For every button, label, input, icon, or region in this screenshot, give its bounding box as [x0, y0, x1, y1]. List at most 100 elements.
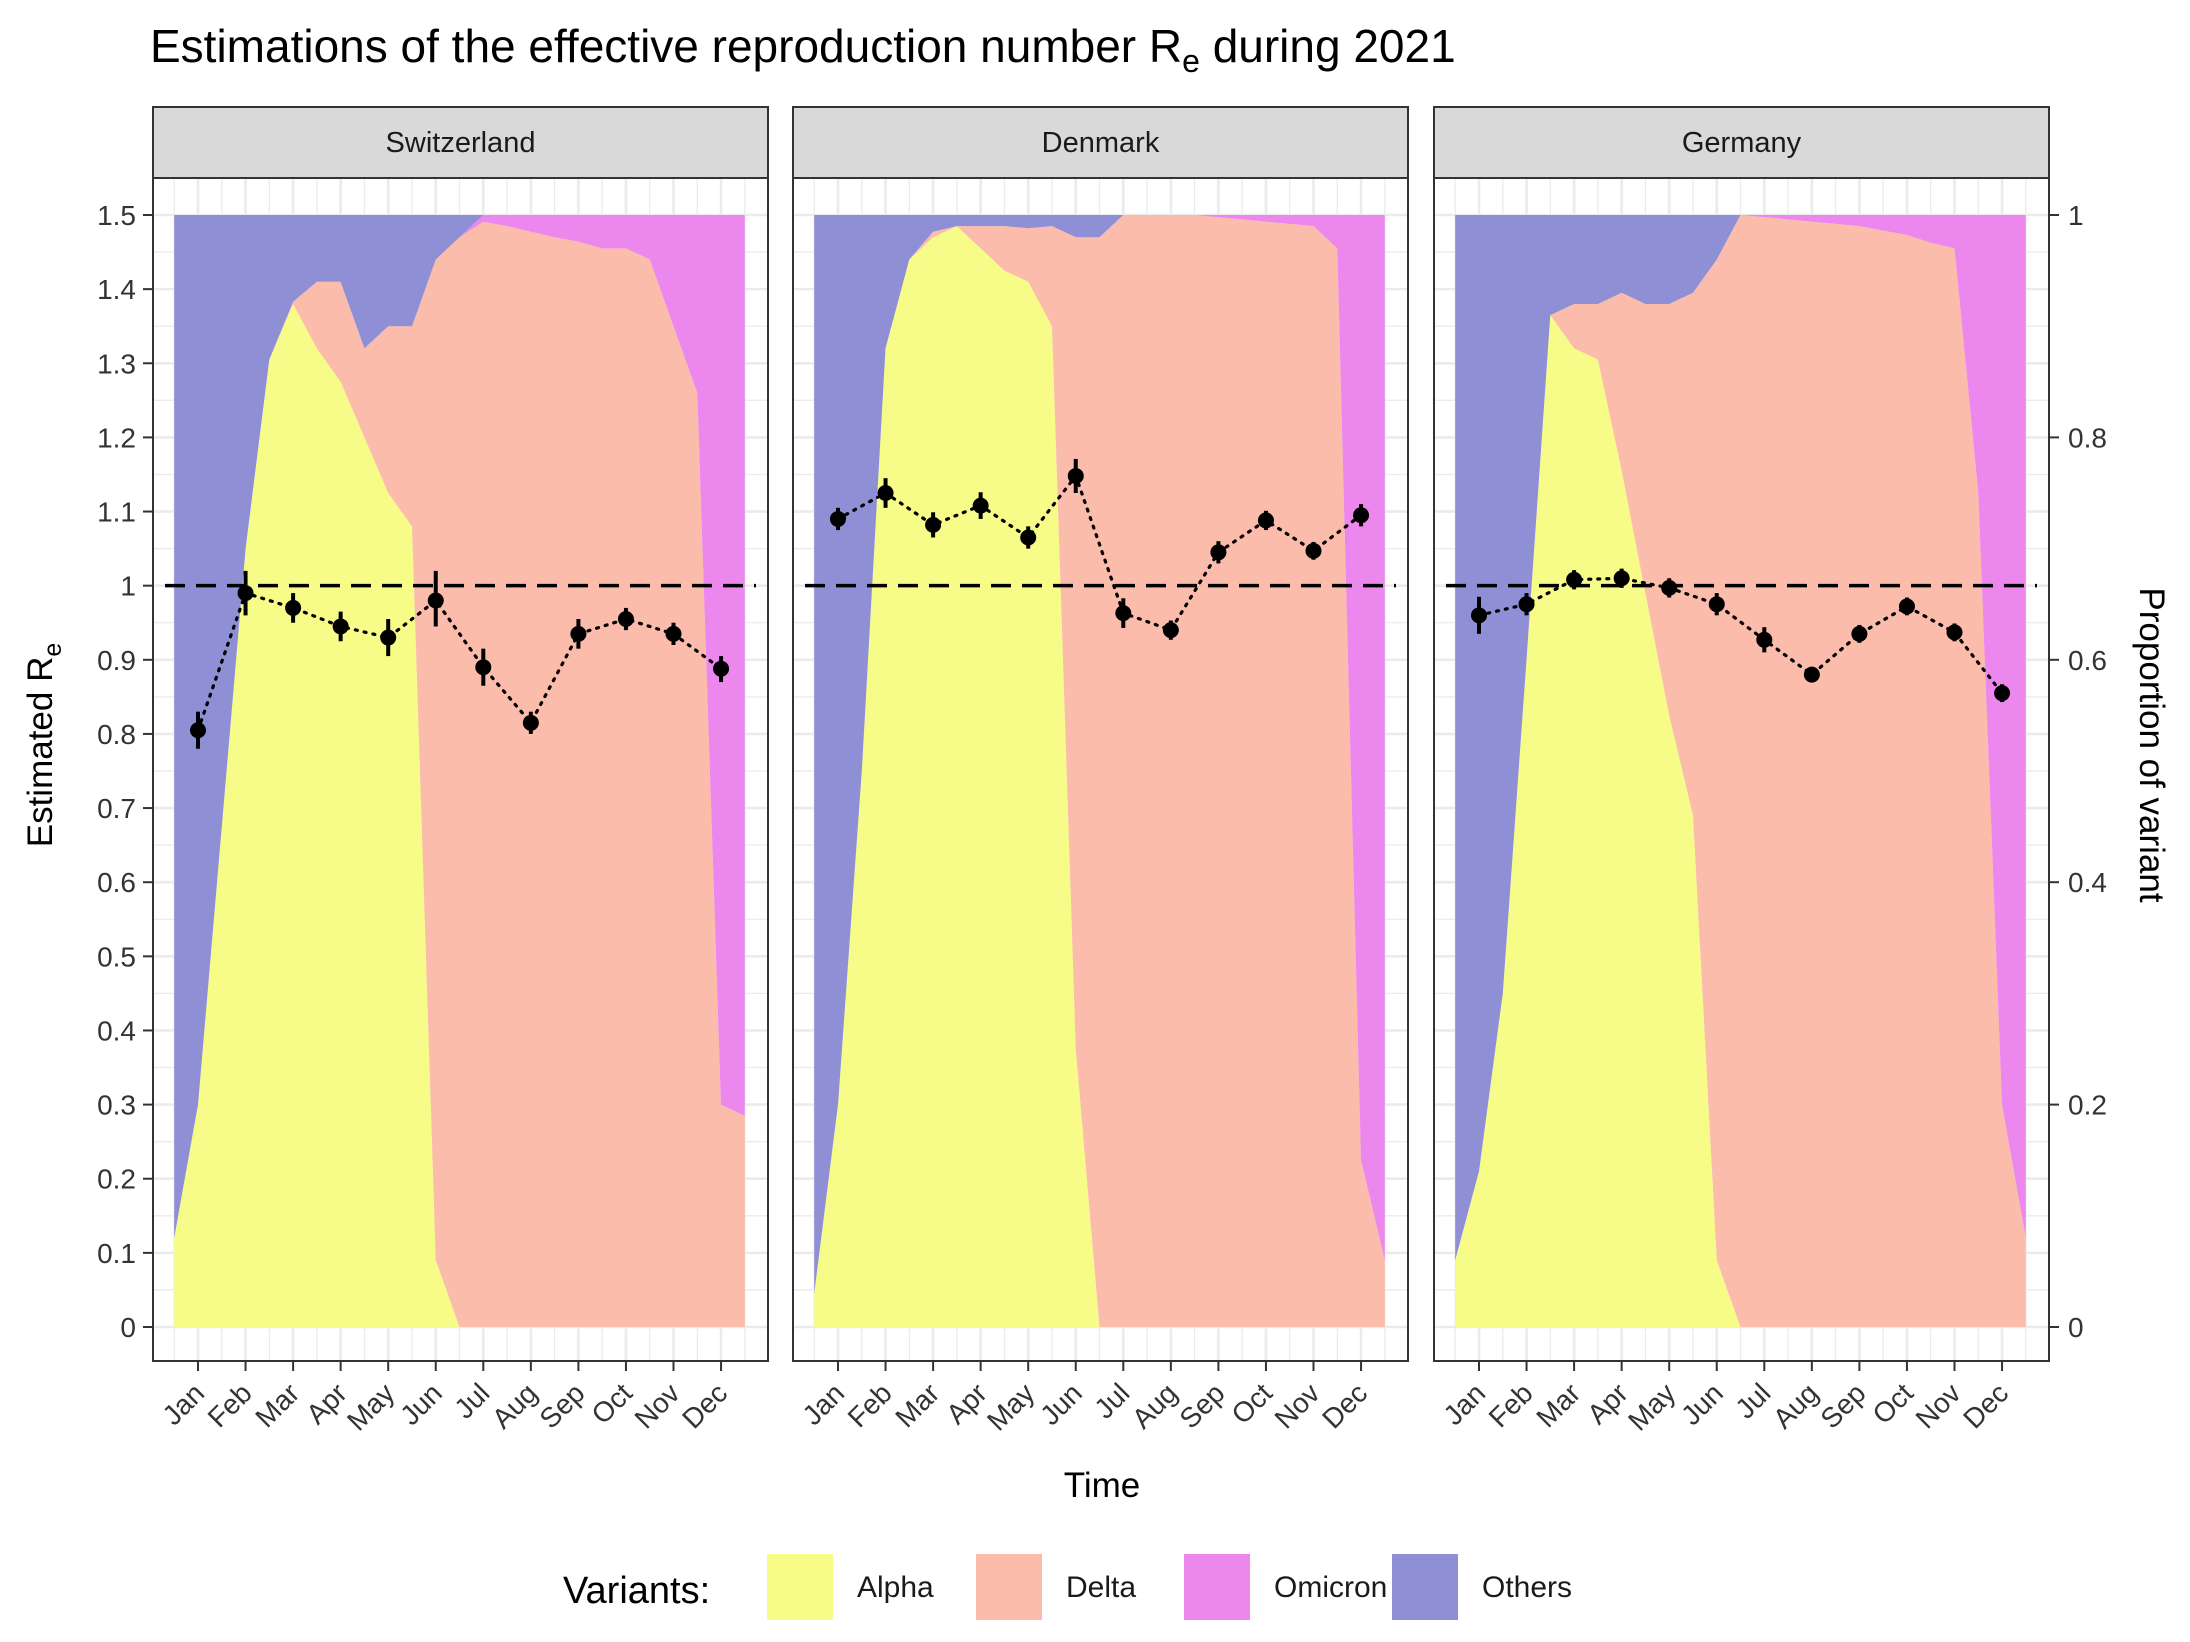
re-point	[1994, 685, 2011, 702]
y-tick-label: 1.2	[97, 422, 136, 453]
y-tick-label: 0	[120, 1312, 136, 1343]
re-line	[1477, 576, 2004, 695]
area-others	[1455, 215, 2026, 1261]
y-tick-label: 0.5	[97, 941, 136, 972]
area-others	[174, 215, 745, 1238]
y2-tick-label: 0.6	[2068, 645, 2107, 676]
area-alpha	[814, 226, 1385, 1328]
legend-title: Variants:	[563, 1570, 710, 1612]
re-point	[830, 510, 846, 527]
variant-areas	[814, 215, 1385, 1328]
y2-tick-label: 0.4	[2068, 867, 2107, 898]
re-point	[972, 497, 989, 514]
y-axis-title-subscript: e	[39, 643, 67, 657]
area-omicron	[1455, 215, 2026, 1261]
variant-areas	[1455, 215, 2026, 1328]
panel-border	[1433, 177, 2050, 1362]
y2-tick-label: 0.8	[2068, 422, 2107, 453]
y-tick-label: 0.7	[97, 793, 136, 824]
re-point	[1115, 605, 1132, 622]
y-tick-label: 1.5	[97, 200, 136, 231]
y-tick-label: 0.3	[97, 1090, 136, 1121]
legend-label: Delta	[1066, 1571, 1136, 1604]
re-point	[925, 516, 942, 533]
re-point	[427, 592, 444, 609]
re-point	[1851, 625, 1868, 642]
legend: Variants: Alpha Delta Omicron Others	[563, 1554, 1572, 1620]
panel-border	[792, 177, 1409, 1362]
y-tick-label: 0.8	[97, 719, 136, 750]
legend-swatch	[1184, 1554, 1250, 1620]
area-delta	[1455, 215, 2026, 1327]
chart-title: Estimations of the effective reproductio…	[150, 20, 1456, 79]
y-tick-label: 1.3	[97, 348, 136, 379]
re-point	[1756, 631, 1773, 648]
area-alpha	[1455, 315, 2026, 1328]
re-point	[1305, 542, 1322, 559]
y2-tick-label: 0	[2068, 1312, 2084, 1343]
facet-strip	[1433, 106, 2050, 179]
re-line	[836, 472, 1363, 633]
re-point	[1803, 666, 1820, 683]
variant-areas	[174, 215, 745, 1328]
chart-title-subscript: e	[1182, 43, 1200, 79]
re-point	[877, 485, 894, 501]
area-others	[814, 215, 1385, 1294]
re-point	[332, 618, 349, 635]
x-axis-title: Time	[1064, 1466, 1140, 1505]
legend-item-omicron: Omicron	[1184, 1554, 1387, 1620]
area-delta	[174, 221, 745, 1328]
re-point	[1661, 579, 1678, 596]
facet-strip	[792, 106, 1409, 179]
area-omicron	[174, 215, 745, 1238]
re-point	[1518, 596, 1535, 613]
re-point	[1210, 544, 1227, 561]
legend-swatch	[976, 1554, 1042, 1620]
re-points	[190, 570, 730, 749]
re-point	[1162, 622, 1179, 639]
re-points	[830, 458, 1370, 640]
re-point	[1020, 529, 1037, 546]
legend-label: Omicron	[1274, 1571, 1387, 1604]
legend-item-delta: Delta	[976, 1554, 1136, 1620]
facet-strip	[152, 106, 769, 179]
re-line	[196, 591, 723, 732]
re-point	[1067, 467, 1084, 484]
re-point	[237, 585, 254, 602]
re-point	[190, 722, 206, 739]
facet-strip-label: Germany	[1682, 127, 1802, 159]
y-axis-title-main: Estimated R	[21, 657, 60, 848]
facet-strip-label: Switzerland	[386, 127, 536, 159]
chart-title-main: Estimations of the effective reproductio…	[150, 20, 1182, 72]
y-tick-label: 0.2	[97, 1164, 136, 1195]
y2-tick-label: 1	[2068, 200, 2084, 231]
re-point	[380, 629, 397, 646]
re-point	[1566, 571, 1583, 588]
re-point	[1898, 598, 1915, 615]
area-delta	[814, 215, 1385, 1327]
re-point	[1353, 507, 1370, 524]
y-tick-label: 1.4	[97, 274, 136, 305]
re-point	[570, 625, 587, 642]
y-tick-label: 1	[120, 571, 136, 602]
re-point	[522, 714, 539, 731]
y-tick-label: 0.4	[97, 1015, 136, 1046]
legend-label: Alpha	[857, 1571, 934, 1604]
area-alpha	[174, 304, 745, 1327]
y-tick-label: 0.9	[97, 645, 136, 676]
y-axis-right: 0 0.2 0.4 0.6 0.8 1	[2049, 200, 2107, 1343]
facet-strip-label: Denmark	[1042, 127, 1160, 159]
legend-item-others: Others	[1392, 1554, 1572, 1620]
re-point	[1471, 607, 1487, 624]
re-point	[475, 659, 492, 676]
re-points	[1471, 568, 2011, 703]
chart-title-tail: during 2021	[1200, 20, 1456, 72]
re-point	[1946, 624, 1963, 641]
re-point	[285, 599, 302, 616]
y2-tick-label: 0.2	[2068, 1090, 2107, 1121]
